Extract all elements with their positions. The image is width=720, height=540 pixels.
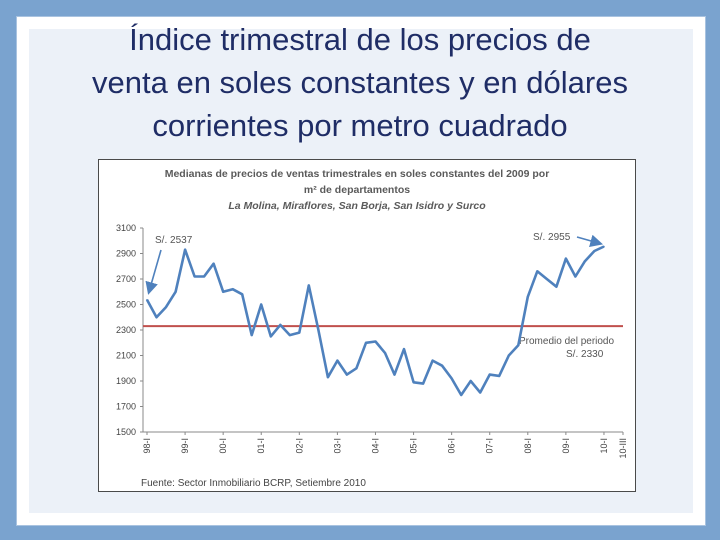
data-point xyxy=(212,262,215,265)
x-tick-label: 08-I xyxy=(523,438,533,454)
x-tick-label: 00-I xyxy=(218,438,228,454)
annotation-label: S/. 2955 xyxy=(533,232,571,243)
data-point xyxy=(441,364,443,367)
data-point xyxy=(241,293,243,296)
data-point xyxy=(317,329,320,331)
data-point xyxy=(593,250,596,252)
data-point xyxy=(203,275,205,278)
average-label: S/. 2330 xyxy=(566,349,604,360)
data-point xyxy=(574,275,577,278)
data-point xyxy=(279,324,282,326)
y-tick-label: 1700 xyxy=(116,402,136,412)
x-tick-label: 09-I xyxy=(561,438,571,454)
data-point xyxy=(555,285,558,288)
annotation-label: S/. 2537 xyxy=(155,235,193,246)
data-point xyxy=(365,341,367,344)
data-point xyxy=(498,375,501,377)
data-point xyxy=(403,348,405,350)
data-point xyxy=(327,376,329,378)
x-tick-label: 10-III xyxy=(618,438,628,459)
chart-axes xyxy=(142,228,623,433)
data-point xyxy=(374,340,377,343)
slide-title-line: corrientes por metro cuadrado xyxy=(152,108,568,143)
data-point xyxy=(336,359,339,362)
data-point xyxy=(260,303,263,306)
data-point xyxy=(488,373,491,376)
data-point xyxy=(479,391,482,394)
data-point xyxy=(546,278,548,280)
data-point xyxy=(165,306,167,308)
chart-source: Fuente: Sector Inmobiliario BCRP, Setiem… xyxy=(141,478,366,489)
data-point xyxy=(231,288,234,290)
data-point xyxy=(527,296,529,298)
annotations-group: S/. 2537 S/. 2955 xyxy=(145,232,604,295)
slide-title: Índice trimestral de los precios de vent… xyxy=(0,18,720,147)
average-label: Promedio del periodo xyxy=(519,336,614,347)
x-tick-label: 01-I xyxy=(256,438,266,454)
data-point xyxy=(536,270,539,273)
chart-title-line: m² de departamentos xyxy=(304,184,410,196)
annotation-arrow xyxy=(145,249,162,295)
series-group xyxy=(145,245,605,397)
x-tick-label: 99-I xyxy=(180,438,190,454)
data-point xyxy=(431,359,434,362)
data-point xyxy=(460,394,462,396)
data-point xyxy=(193,275,196,278)
data-point xyxy=(289,334,291,336)
data-point xyxy=(250,334,253,336)
x-tick-label: 06-I xyxy=(447,438,457,454)
data-point xyxy=(469,380,472,382)
data-point xyxy=(355,367,358,370)
data-point xyxy=(269,335,272,338)
y-tick-label: 2100 xyxy=(116,351,136,361)
y-tick-label: 1500 xyxy=(116,427,136,437)
x-tick-label: 05-I xyxy=(409,438,419,454)
data-point xyxy=(155,316,158,319)
y-tick-label: 2700 xyxy=(116,274,136,284)
data-point xyxy=(346,373,348,376)
annotation-arrow xyxy=(576,234,604,248)
data-point xyxy=(584,260,586,262)
average-line-group: Promedio del periodo S/. 2330 xyxy=(143,325,623,360)
series-line xyxy=(145,245,605,397)
data-point xyxy=(603,245,605,248)
chart-ticks: 1500 1700 1900 2100 2300 2500 2700 2900 3100 98-I… xyxy=(116,223,628,459)
chart-title-line: Medianas de precios de ventas trimestral… xyxy=(165,168,550,180)
x-tick-label: 04-I xyxy=(370,438,380,454)
x-tick-label: 07-I xyxy=(485,438,495,454)
data-point xyxy=(450,377,453,380)
data-point xyxy=(565,257,567,260)
chart-subtitle: La Molina, Miraflores, San Borja, San Is… xyxy=(228,200,486,212)
slide-title-line: venta en soles constantes y en dólares xyxy=(92,65,628,100)
x-tick-label: 02-I xyxy=(294,438,304,454)
data-point xyxy=(412,381,415,384)
data-point xyxy=(393,373,396,376)
line-chart: Medianas de precios de ventas trimestral… xyxy=(116,168,628,489)
y-tick-label: 3100 xyxy=(116,223,136,233)
y-tick-label: 1900 xyxy=(116,376,136,386)
data-point xyxy=(517,344,520,347)
x-tick-label: 98-I xyxy=(142,438,152,454)
y-tick-label: 2900 xyxy=(116,249,136,259)
slide-title-line: Índice trimestral de los precios de xyxy=(129,22,591,57)
x-tick-label: 03-I xyxy=(332,438,342,454)
data-point xyxy=(184,248,186,251)
y-tick-label: 2500 xyxy=(116,300,136,310)
data-point xyxy=(384,352,386,354)
data-point xyxy=(507,354,510,357)
data-point xyxy=(146,298,148,301)
x-tick-label: 10-I xyxy=(599,438,609,454)
chart-image: Medianas de precios de ventas trimestral… xyxy=(98,159,636,492)
data-point xyxy=(174,290,177,293)
data-point xyxy=(298,331,301,334)
data-point xyxy=(308,284,310,287)
y-tick-label: 2300 xyxy=(116,325,136,335)
data-point xyxy=(222,290,224,293)
data-point xyxy=(422,382,424,385)
